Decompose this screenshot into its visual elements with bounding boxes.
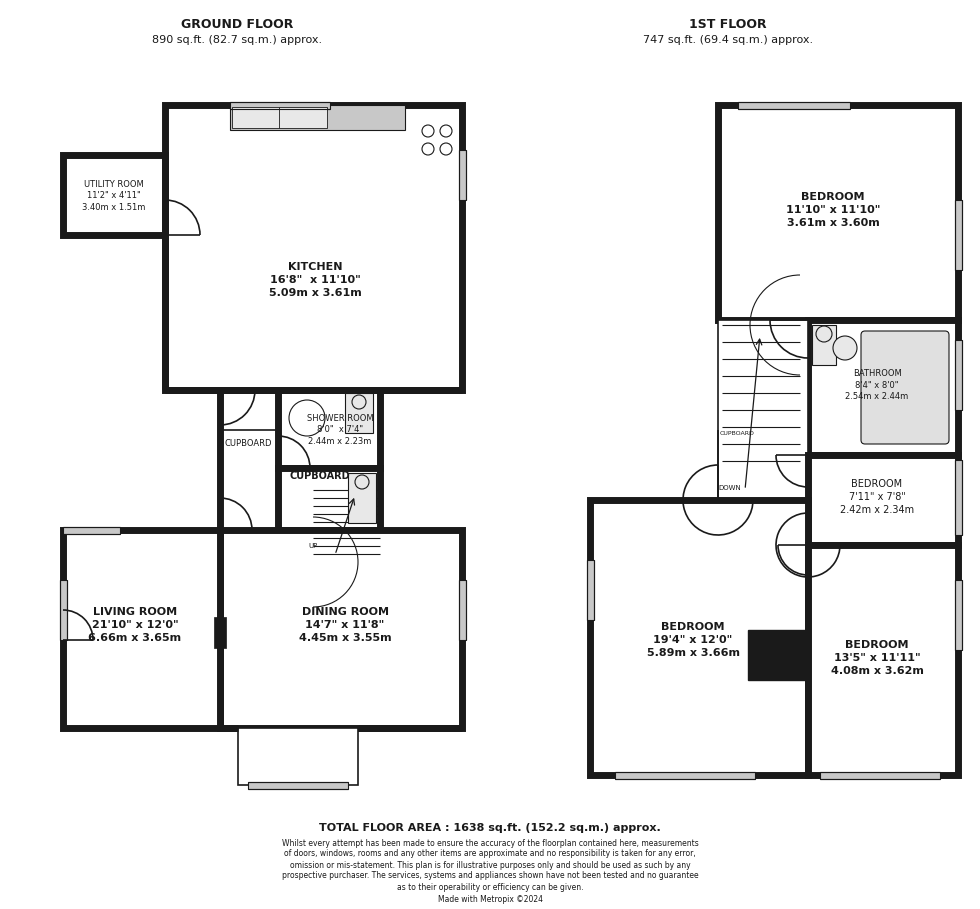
Bar (459, 150, 466, 200)
Text: CUPBOARD: CUPBOARD (290, 471, 350, 481)
Text: KITCHEN
16'8"  x 11'10"
5.09m x 3.61m: KITCHEN 16'8" x 11'10" 5.09m x 3.61m (269, 262, 362, 298)
Text: BATHROOM
8'4" x 8'0"
2.54m x 2.44m: BATHROOM 8'4" x 8'0" 2.54m x 2.44m (846, 369, 908, 401)
Text: CUPBOARD: CUPBOARD (224, 438, 271, 447)
Text: Made with Metropix ©2024: Made with Metropix ©2024 (437, 895, 543, 904)
Bar (718, 105, 958, 320)
Text: BEDROOM
19'4" x 12'0"
5.89m x 3.66m: BEDROOM 19'4" x 12'0" 5.89m x 3.66m (647, 622, 740, 658)
Text: as to their operability or efficiency can be given.: as to their operability or efficiency ca… (397, 883, 583, 892)
Text: 1ST FLOOR: 1ST FLOOR (689, 18, 766, 32)
Bar (590, 500, 808, 775)
Text: LIVING ROOM
21'10" x 12'0"
6.66m x 3.65m: LIVING ROOM 21'10" x 12'0" 6.66m x 3.65m (88, 607, 181, 644)
Bar (718, 320, 808, 500)
Text: DOWN: DOWN (718, 485, 741, 491)
Bar (955, 200, 961, 270)
Text: DINING ROOM
14'7" x 11'8"
4.45m x 3.55m: DINING ROOM 14'7" x 11'8" 4.45m x 3.55m (299, 607, 391, 644)
Bar (230, 105, 405, 130)
Bar (808, 320, 958, 455)
Bar (748, 630, 808, 680)
Bar (812, 325, 836, 365)
Text: BEDROOM
11'10" x 11'10"
3.61m x 3.60m: BEDROOM 11'10" x 11'10" 3.61m x 3.60m (786, 192, 880, 228)
Text: of doors, windows, rooms and any other items are approximate and no responsibili: of doors, windows, rooms and any other i… (284, 850, 696, 858)
Text: UTILITY ROOM
11'2" x 4'11"
3.40m x 1.51m: UTILITY ROOM 11'2" x 4'11" 3.40m x 1.51m (82, 180, 146, 213)
Bar (955, 460, 961, 535)
Text: BEDROOM
7'11" x 7'8"
2.42m x 2.34m: BEDROOM 7'11" x 7'8" 2.42m x 2.34m (840, 479, 914, 515)
Bar (63, 155, 165, 235)
Bar (738, 102, 850, 108)
Bar (586, 560, 594, 620)
Bar (278, 468, 380, 530)
Bar (63, 526, 120, 534)
FancyBboxPatch shape (861, 331, 949, 444)
Text: UP: UP (308, 543, 318, 549)
Text: SHOWER ROOM
8'0"  x 7'4"
2.44m x 2.23m: SHOWER ROOM 8'0" x 7'4" 2.44m x 2.23m (307, 414, 373, 446)
Bar (214, 617, 226, 648)
Bar (238, 728, 358, 785)
Bar (165, 105, 462, 390)
Bar (955, 580, 961, 650)
Bar (808, 545, 958, 775)
Bar (232, 107, 327, 128)
Bar (278, 390, 380, 468)
Bar (345, 393, 373, 433)
Bar (230, 102, 330, 108)
Bar (220, 530, 462, 728)
Bar (63, 530, 220, 728)
Text: omission or mis-statement. This plan is for illustrative purposes only and shoul: omission or mis-statement. This plan is … (290, 861, 690, 870)
Bar (955, 340, 961, 410)
Text: CUPBOARD: CUPBOARD (720, 431, 755, 436)
Text: 747 sq.ft. (69.4 sq.m.) approx.: 747 sq.ft. (69.4 sq.m.) approx. (643, 35, 813, 45)
Text: Whilst every attempt has been made to ensure the accuracy of the floorplan conta: Whilst every attempt has been made to en… (281, 838, 699, 847)
Bar (459, 580, 466, 640)
Circle shape (833, 336, 857, 360)
Text: 890 sq.ft. (82.7 sq.m.) approx.: 890 sq.ft. (82.7 sq.m.) approx. (152, 35, 322, 45)
Bar (808, 455, 958, 545)
Bar (248, 782, 348, 788)
Bar (60, 580, 67, 640)
Text: BEDROOM
13'5" x 11'11"
4.08m x 3.62m: BEDROOM 13'5" x 11'11" 4.08m x 3.62m (831, 640, 923, 676)
Text: prospective purchaser. The services, systems and appliances shown have not been : prospective purchaser. The services, sys… (281, 872, 699, 881)
Text: GROUND FLOOR: GROUND FLOOR (181, 18, 293, 32)
Bar (615, 772, 755, 778)
Bar (348, 473, 376, 523)
Bar (820, 772, 940, 778)
Text: TOTAL FLOOR AREA : 1638 sq.ft. (152.2 sq.m.) approx.: TOTAL FLOOR AREA : 1638 sq.ft. (152.2 sq… (319, 823, 661, 833)
